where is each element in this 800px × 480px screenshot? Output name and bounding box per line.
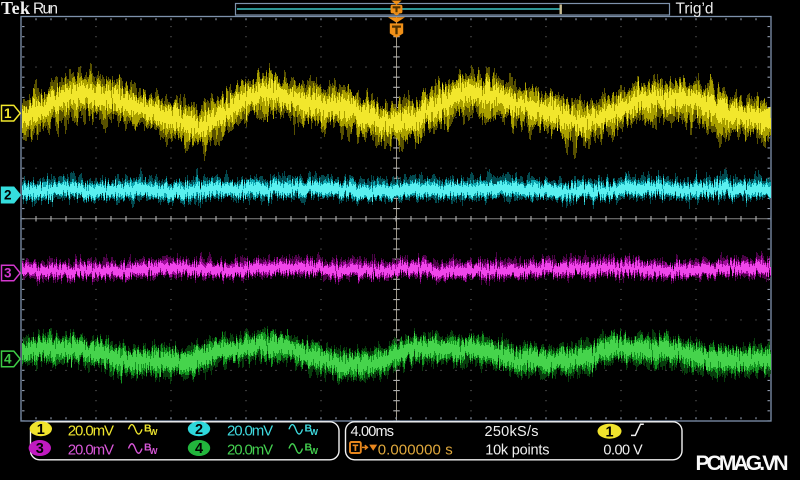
svg-text:4: 4 <box>195 441 203 457</box>
svg-text:3: 3 <box>4 266 12 281</box>
svg-text:20.0mV: 20.0mV <box>227 423 273 440</box>
svg-text:250kS/s: 250kS/s <box>485 424 539 440</box>
svg-text:0.00 V: 0.00 V <box>603 442 643 458</box>
svg-text:B: B <box>305 422 313 434</box>
svg-text:W: W <box>310 446 319 456</box>
svg-text:20.0mV: 20.0mV <box>68 423 114 440</box>
svg-text:2: 2 <box>4 188 12 203</box>
svg-text:20.0mV: 20.0mV <box>68 441 114 458</box>
svg-text:0.000000 s: 0.000000 s <box>378 442 453 459</box>
svg-text:10k points: 10k points <box>485 442 549 458</box>
svg-text:1: 1 <box>605 424 613 440</box>
svg-text:3: 3 <box>36 441 44 457</box>
svg-text:4.00ms: 4.00ms <box>351 424 395 440</box>
svg-text:B: B <box>144 422 152 434</box>
svg-text:Tek: Tek <box>1 0 30 18</box>
svg-text:2: 2 <box>195 422 203 438</box>
svg-text:B: B <box>305 442 313 454</box>
svg-text:Run: Run <box>33 1 58 18</box>
svg-text:W: W <box>150 427 159 437</box>
svg-text:1: 1 <box>37 422 45 438</box>
svg-text:4: 4 <box>4 352 12 367</box>
svg-text:W: W <box>150 446 159 456</box>
svg-text:W: W <box>310 427 319 437</box>
svg-text:1: 1 <box>4 106 12 121</box>
svg-text:Trig’d: Trig’d <box>676 1 714 18</box>
svg-text:B: B <box>144 442 152 454</box>
svg-text:PCMAG.VN: PCMAG.VN <box>696 452 789 475</box>
svg-text:20.0mV: 20.0mV <box>227 441 273 458</box>
